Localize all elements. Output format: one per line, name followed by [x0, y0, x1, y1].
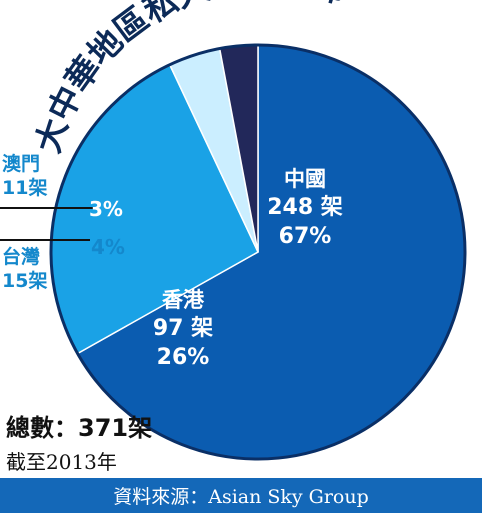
label-macau-count: 11架 — [2, 177, 48, 199]
source-text: 資料來源：Asian Sky Group — [113, 486, 369, 508]
label-taiwan: 台灣 15架 — [2, 245, 47, 293]
label-macau: 澳門 11架 — [2, 152, 47, 200]
label-taiwan-name: 台灣 — [2, 246, 41, 268]
pie-rim — [49, 43, 467, 461]
source-bar: 資料來源：Asian Sky Group — [0, 478, 482, 513]
slice-percent-china: 67% — [279, 224, 332, 249]
total-count: 總數：371架 — [6, 414, 153, 442]
slice-name-china: 中國 — [284, 167, 326, 191]
slice-percent-hongkong: 26% — [157, 345, 210, 370]
label-taiwan-count: 15架 — [2, 270, 48, 292]
slice-percent-taiwan: 4% — [91, 235, 125, 259]
slice-count-china: 248 架 — [267, 194, 343, 220]
slice-name-hongkong: 香港 — [162, 288, 205, 312]
slice-percent-macau: 3% — [89, 197, 123, 221]
as-of-date: 截至2013年 — [6, 450, 117, 474]
slice-count-hongkong: 97 架 — [153, 315, 213, 341]
label-macau-name: 澳門 — [2, 153, 41, 175]
